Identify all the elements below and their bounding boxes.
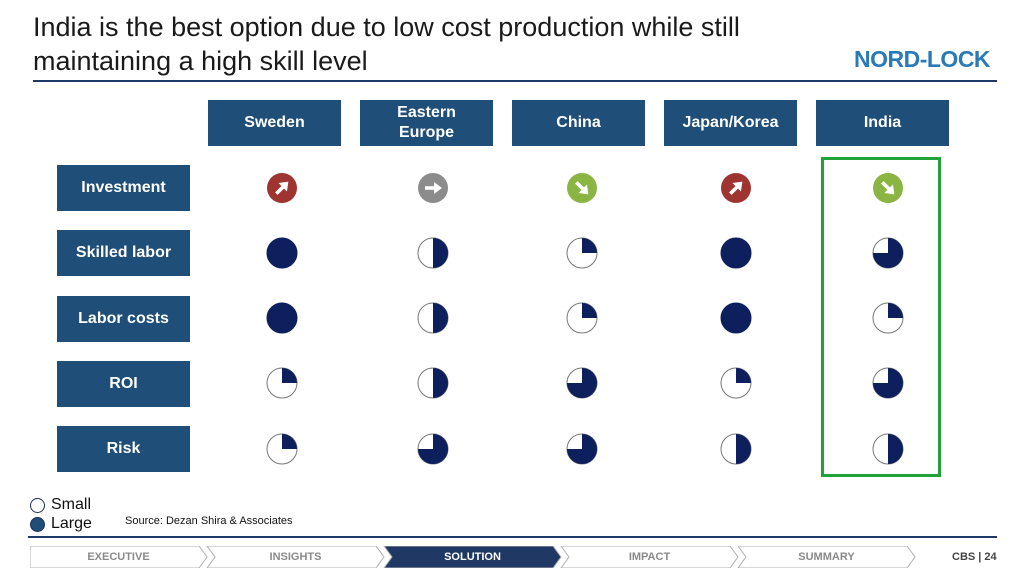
harvey-ball-50-icon <box>720 433 752 465</box>
harvey-ball-100-icon <box>720 302 752 334</box>
harvey-ball-75-icon <box>566 367 598 399</box>
row-header-roi: ROI <box>57 361 190 407</box>
nav-step-executive[interactable]: EXECUTIVE <box>87 551 150 563</box>
nav-step-impact[interactable]: IMPACT <box>628 551 671 563</box>
nord-lock-logo: NORD-LOCK <box>854 46 991 72</box>
harvey-ball-25-icon <box>266 433 298 465</box>
harvey-ball-100-icon <box>266 237 298 269</box>
harvey-ball-25-icon <box>566 237 598 269</box>
source-note: Source: Dezan Shira & Associates <box>125 515 293 527</box>
nav-chevron-shapes <box>30 546 916 568</box>
title-divider <box>33 80 997 82</box>
harvey-ball-100-icon <box>720 237 752 269</box>
harvey-ball-25-icon <box>720 367 752 399</box>
column-header-china: China <box>512 100 645 146</box>
india-highlight-frame <box>821 157 941 477</box>
empty-circle-icon <box>30 497 45 513</box>
arrow-up-right-icon <box>721 173 751 203</box>
row-header-labor-costs: Labor costs <box>57 296 190 342</box>
svg-text:NORD-LOCK: NORD-LOCK <box>854 46 991 72</box>
legend-small: Small <box>30 496 91 514</box>
harvey-ball-75-icon <box>566 433 598 465</box>
legend-large-label: Large <box>51 515 92 532</box>
legend-large: Large <box>30 515 92 533</box>
row-header-skilled-labor: Skilled labor <box>57 230 190 276</box>
harvey-ball-75-icon <box>872 367 904 399</box>
arrow-right-icon <box>418 173 448 203</box>
progress-nav: EXECUTIVE INSIGHTS SOLUTION IMPACT SUMMARY <box>30 546 920 568</box>
harvey-ball-25-icon <box>266 367 298 399</box>
harvey-ball-25-icon <box>566 302 598 334</box>
nav-step-solution[interactable]: SOLUTION <box>444 551 501 563</box>
arrow-down-right-icon <box>567 173 597 203</box>
brand-code: CBS | <box>952 551 982 563</box>
page-number: 24 <box>984 551 997 563</box>
harvey-ball-25-icon <box>872 302 904 334</box>
column-header-eastern-europe: Eastern Europe <box>360 100 493 146</box>
harvey-ball-50-icon <box>417 237 449 269</box>
nav-step-summary[interactable]: SUMMARY <box>798 551 855 563</box>
arrow-up-right-icon <box>267 173 297 203</box>
footer-page: CBS | 24 <box>952 551 997 563</box>
column-header-sweden: Sweden <box>208 100 341 146</box>
arrow-down-right-icon <box>873 173 903 203</box>
harvey-ball-50-icon <box>417 302 449 334</box>
legend-small-label: Small <box>51 496 92 513</box>
harvey-ball-75-icon <box>872 237 904 269</box>
page-title: India is the best option due to low cost… <box>33 12 740 76</box>
nav-step-insights[interactable]: INSIGHTS <box>269 551 322 563</box>
filled-circle-icon <box>30 516 45 532</box>
footer-divider <box>28 536 997 538</box>
row-header-investment: Investment <box>57 165 190 211</box>
column-header-japan-korea: Japan/Korea <box>664 100 797 146</box>
harvey-ball-50-icon <box>417 367 449 399</box>
harvey-ball-50-icon <box>872 433 904 465</box>
column-header-india: India <box>816 100 949 146</box>
row-header-risk: Risk <box>57 426 190 472</box>
harvey-ball-75-icon <box>417 433 449 465</box>
harvey-ball-100-icon <box>266 302 298 334</box>
